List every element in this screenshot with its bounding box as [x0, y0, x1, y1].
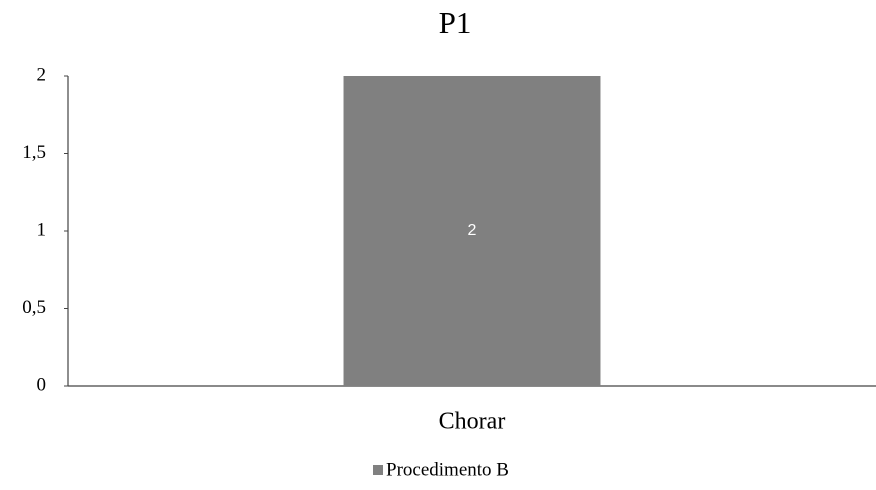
y-tick-label: 1	[37, 219, 47, 240]
y-tick-label: 1,5	[22, 142, 46, 163]
x-tick-label: Chorar	[439, 409, 506, 435]
chart-title: P1	[439, 5, 472, 40]
y-tick-label: 2	[37, 64, 47, 85]
y-tick-label: 0	[37, 374, 47, 395]
legend-swatch	[373, 465, 383, 475]
bar	[343, 76, 601, 386]
legend-label: Procedimento B	[386, 459, 509, 480]
y-tick-label: 0,5	[22, 297, 46, 318]
data-label: 2	[468, 222, 477, 239]
